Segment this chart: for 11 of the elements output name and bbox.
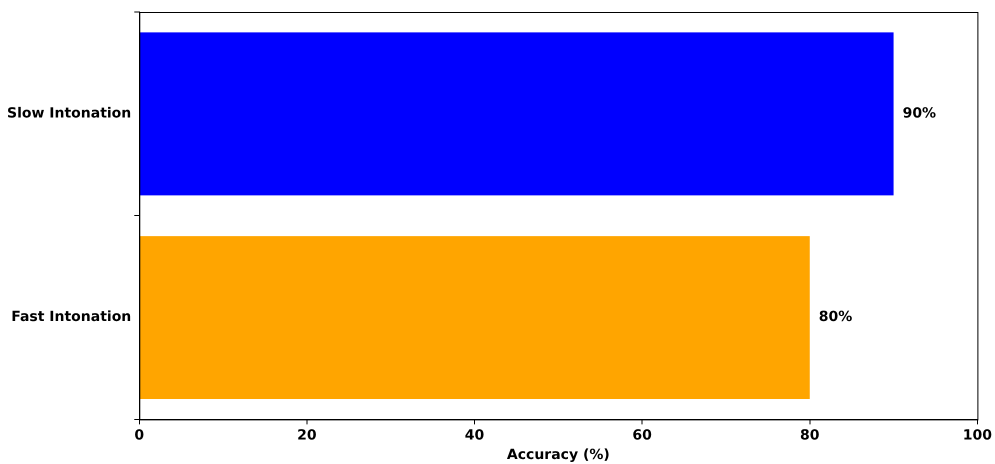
x-tick-label: 40 [464,427,485,444]
y-tick-label: Fast Intonation [11,309,132,326]
y-tick-label: Slow Intonation [6,105,132,122]
x-tick-label: 60 [632,427,652,444]
x-axis-title: Accuracy (%) [506,447,610,464]
x-tick-label: 80 [800,427,820,444]
x-tick-label: 20 [297,427,317,444]
x-tick-label: 0 [134,427,144,444]
data-label: 90% [902,105,936,122]
x-tick-label: 100 [962,427,992,444]
data-label: 80% [818,309,852,326]
